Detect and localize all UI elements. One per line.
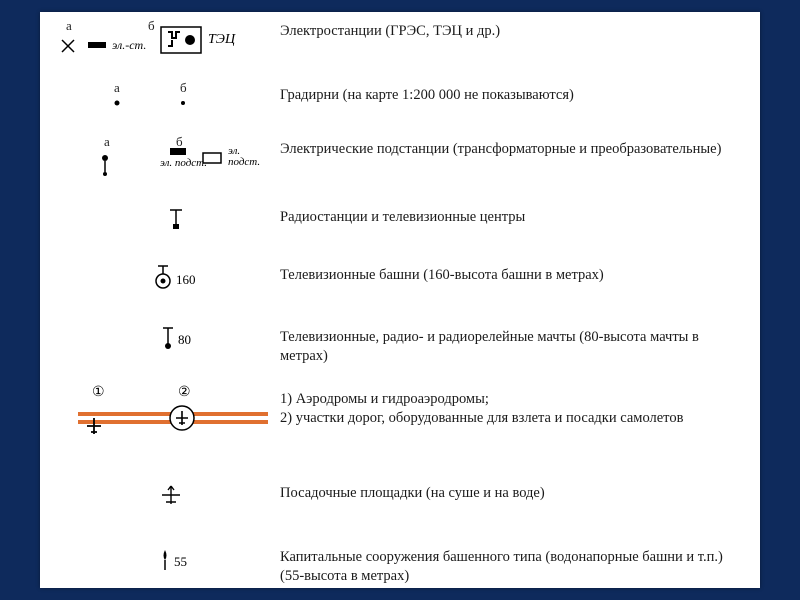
label-height-160: 160 bbox=[176, 272, 196, 288]
pin-icon bbox=[100, 154, 114, 178]
legend-desc: Посадочные площадки (на суше и на воде) bbox=[280, 478, 740, 503]
circled-1: ① bbox=[92, 384, 105, 401]
x-mark-icon bbox=[60, 38, 80, 58]
label-el-podst: эл. подст. bbox=[228, 146, 268, 168]
legend-desc: Телевизионные, радио- и радиорелейные ма… bbox=[280, 322, 740, 366]
label-a: а bbox=[66, 18, 72, 34]
outline-rect-icon bbox=[202, 152, 224, 166]
legend-row: 80 Телевизионные, радио- и радиорелейные… bbox=[40, 318, 760, 380]
legend-row: а б Градирни (на карте 1:200 000 не пока… bbox=[40, 76, 760, 130]
label-a: а bbox=[114, 80, 120, 96]
tec-box-icon bbox=[160, 26, 202, 56]
legend-row: 55 Капитальные сооружения башенного типа… bbox=[40, 538, 760, 600]
plane-outline-icon bbox=[158, 484, 184, 510]
legend-row: Радиостанции и телевизионные центры bbox=[40, 198, 760, 256]
legend-desc: Электрические подстанции (трансформаторн… bbox=[280, 134, 740, 159]
legend-row: а б эл. подст. эл. подст. Электрические … bbox=[40, 130, 760, 198]
legend-row: ① ② 1) Аэродромы и гидроаэродромы; 2) уч… bbox=[40, 380, 760, 474]
legend-row: Посадочные площадки (на суше и на воде) bbox=[40, 474, 760, 538]
legend-row: 160 Телевизионные башни (160-высота башн… bbox=[40, 256, 760, 318]
label-height-55: 55 bbox=[174, 554, 187, 570]
runway-icon bbox=[78, 404, 268, 440]
legend-page: а б эл.-ст. ТЭЦ Электростанци bbox=[40, 12, 760, 588]
bar-icon bbox=[88, 42, 110, 52]
mast-icon bbox=[160, 326, 176, 352]
legend-desc: 1) Аэродромы и гидроаэродромы; 2) участк… bbox=[280, 384, 740, 428]
drop-tower-icon bbox=[160, 548, 174, 572]
label-b: б bbox=[180, 80, 187, 96]
label-b: б bbox=[148, 18, 155, 34]
legend-desc: Телевизионные башни (160-высота башни в … bbox=[280, 260, 740, 285]
dot-icon bbox=[180, 100, 190, 110]
dot-icon bbox=[114, 100, 124, 110]
legend-desc: Радиостанции и телевизионные центры bbox=[280, 202, 740, 227]
label-tec: ТЭЦ bbox=[208, 32, 235, 48]
legend-desc: Электростанции (ГРЭС, ТЭЦ и др.) bbox=[280, 16, 740, 41]
tower-circle-icon bbox=[154, 264, 172, 292]
label-el-st: эл.-ст. bbox=[112, 38, 146, 53]
label-a: а bbox=[104, 134, 110, 150]
legend-desc: Капитальные сооружения башенного типа (в… bbox=[280, 542, 740, 586]
label-height-80: 80 bbox=[178, 332, 191, 348]
legend-row: а б эл.-ст. ТЭЦ Электростанци bbox=[40, 12, 760, 76]
label-el-podst: эл. подст. bbox=[160, 158, 207, 169]
legend-desc: Градирни (на карте 1:200 000 не показыва… bbox=[280, 80, 740, 105]
circled-2: ② bbox=[178, 384, 191, 401]
antenna-t-icon bbox=[168, 208, 184, 232]
